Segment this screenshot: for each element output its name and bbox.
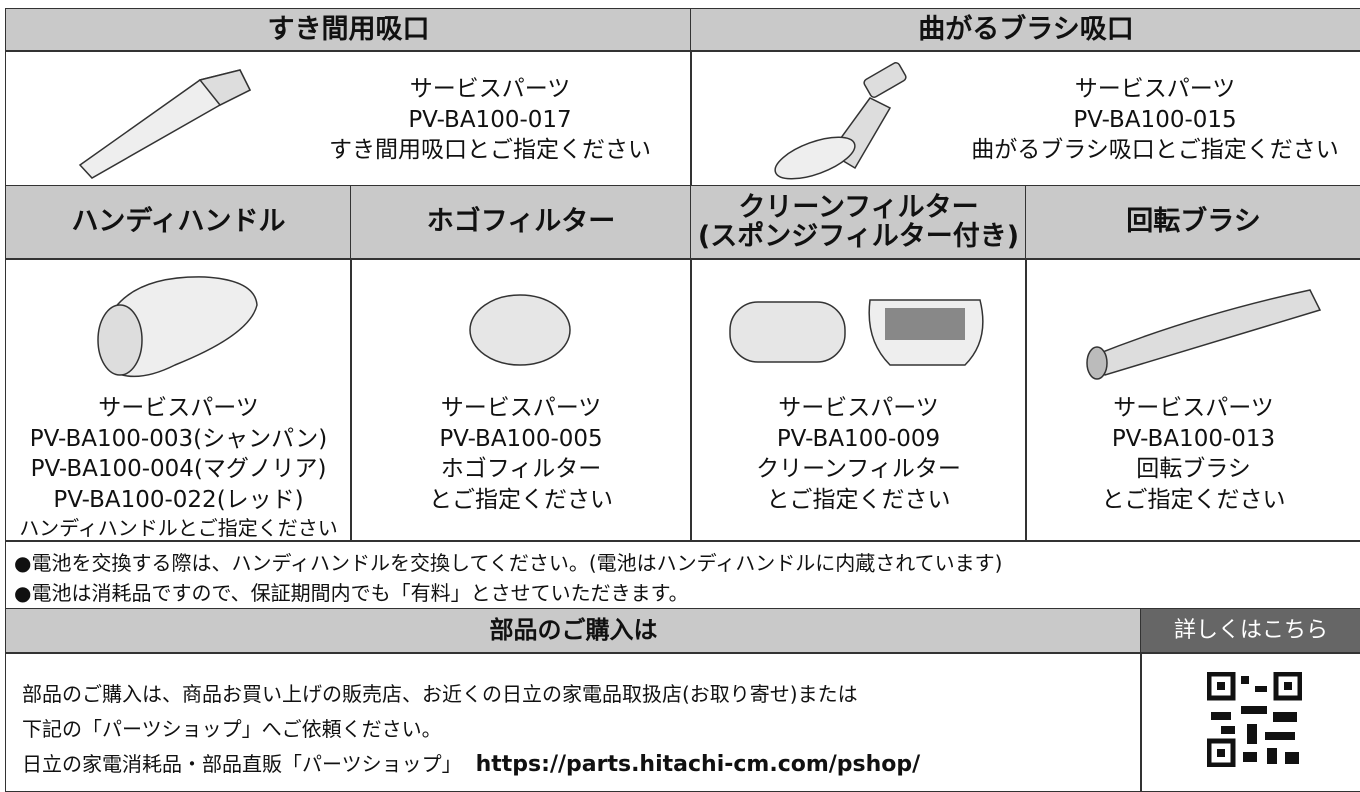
section-text: サービスパーツ PV-BA100-017 すき間用吸口とご指定ください: [300, 74, 680, 166]
clean-filter-image: [729, 299, 984, 366]
qr-code[interactable]: [1207, 672, 1302, 767]
purchase-text: 部品のご購入は、商品お買い上げの販売店、お近くの日立の家電品取扱店(お取り寄せ)…: [22, 682, 858, 706]
text-line: すき間用吸口とご指定ください: [329, 137, 651, 164]
text-line: とご指定ください: [429, 486, 613, 513]
text-line: サービスパーツ: [409, 76, 571, 102]
purchase-header: 部品のご購入は: [5, 608, 1142, 654]
text-line: PV-BA100-009: [776, 425, 941, 452]
link-header: 詳しくはこちら: [1140, 608, 1360, 654]
hogo-filter-image: [469, 294, 571, 366]
text-line: サービスパーツ: [98, 395, 259, 421]
text-line: 曲がるブラシ吸口とご指定ください: [971, 137, 1339, 164]
part-header: ハンディハンドル: [5, 185, 352, 260]
text-line: サービスパーツ: [440, 395, 602, 421]
part-cell: [5, 258, 352, 542]
part-text: サービスパーツ PV-BA100-009 クリーンフィルター とご指定ください: [690, 393, 1027, 515]
purchase-text: 日立の家電消耗品・部品直販「パーツショップ」 https://parts.hita…: [22, 748, 920, 777]
brush-tool-image: [774, 62, 907, 180]
text-line: PV-BA100-017: [408, 106, 572, 133]
section-header: すき間用吸口: [5, 8, 692, 52]
text-line: サービスパーツ: [778, 395, 939, 421]
text-line: とご指定ください: [766, 486, 951, 513]
text-line: ハンディハンドルとご指定ください: [19, 516, 338, 541]
rotary-brush-image: [1086, 289, 1322, 380]
part-title: ハンディハンドル: [71, 206, 286, 238]
text-line: クリーンフィルター: [756, 456, 961, 483]
handy-handle-image: [97, 276, 258, 378]
part-title: クリーンフィルター: [738, 192, 979, 224]
note: ●電池は消耗品ですので、保証期間内でも「有料」とさせていただきます。: [14, 581, 689, 605]
part-header: 回転ブラシ: [1025, 185, 1360, 260]
crevice-tool-image: [78, 69, 252, 179]
text-line: サービスパーツ: [1113, 395, 1274, 421]
text-line: PV-BA100-005: [439, 425, 603, 452]
section-text: サービスパーツ PV-BA100-015 曲がるブラシ吸口とご指定ください: [960, 74, 1350, 166]
part-text: サービスパーツ PV-BA100-003(シャンパン) PV-BA100-004(マ…: [5, 393, 352, 542]
text-line: PV-BA100-022(レッド): [53, 486, 304, 513]
part-cell: [1025, 258, 1360, 542]
part-title: (スポンジフィルター付き): [697, 220, 1020, 252]
text-line: PV-BA100-013: [1111, 425, 1276, 452]
part-text: サービスパーツ PV-BA100-005 ホゴフィルター とご指定ください: [350, 393, 692, 515]
text-line: ホゴフィルター: [440, 456, 602, 483]
text-line: 回転ブラシ: [1136, 456, 1251, 483]
shop-url[interactable]: https://parts.hitachi-cm.com/pshop/: [475, 752, 921, 777]
text-line: PV-BA100-015: [1073, 106, 1237, 133]
text-line: とご指定ください: [1101, 486, 1286, 513]
text-line: サービスパーツ: [1074, 76, 1236, 102]
part-title: 回転ブラシ: [1126, 206, 1261, 238]
part-cell: [350, 258, 692, 542]
section-header: 曲がるブラシ吸口: [690, 8, 1360, 52]
part-cell: [690, 258, 1027, 542]
part-title: ホゴフィルター: [426, 206, 616, 238]
text-line: PV-BA100-004(マグノリア): [30, 456, 327, 483]
shop-name: 日立の家電消耗品・部品直販「パーツショップ」: [22, 752, 462, 776]
part-header: ホゴフィルター: [350, 185, 692, 260]
part-header: クリーンフィルター (スポンジフィルター付き): [690, 185, 1027, 260]
note: ●電池を交換する際は、ハンディハンドルを交換してください。(電池はハンディハンド…: [14, 551, 1003, 575]
text-line: PV-BA100-003(シャンパン): [29, 425, 328, 452]
part-text: サービスパーツ PV-BA100-013 回転ブラシとご指定ください: [1025, 393, 1360, 515]
purchase-text: 下記の「パーツショップ」へご依頼ください。: [22, 717, 442, 741]
